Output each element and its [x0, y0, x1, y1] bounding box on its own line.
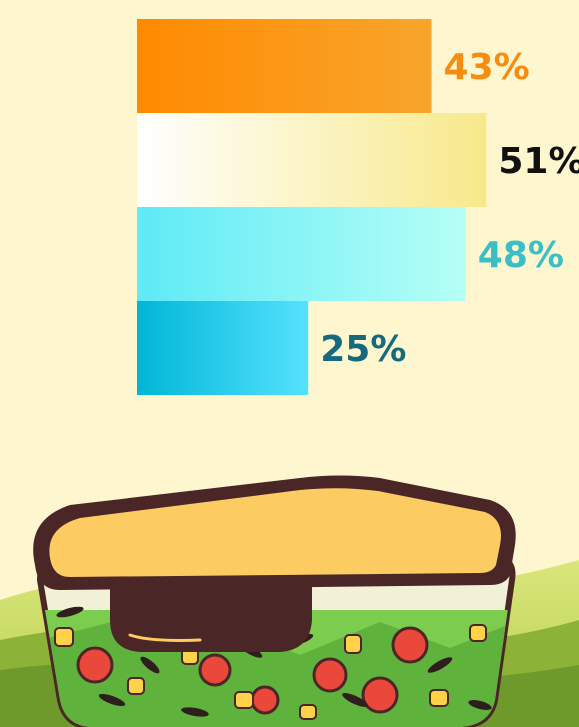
bar-value-label-4: 25%	[320, 329, 406, 370]
salad-lunch-box-illustration	[0, 475, 579, 727]
bar-1	[137, 19, 432, 113]
lid-clip	[110, 580, 312, 652]
bar-value-label-3: 48%	[478, 235, 564, 276]
bar-value-label-2: 51%	[498, 141, 579, 182]
bar-value-label-1: 43%	[444, 47, 530, 88]
lunch-box-lid	[33, 475, 516, 652]
value-labels-group: 43% 51% 48% 25%	[320, 47, 579, 370]
corn-icon	[54, 624, 487, 720]
bar-chart: 43% 51% 48% 25%	[137, 19, 579, 395]
bar-3	[137, 207, 466, 301]
bar-4	[137, 301, 309, 395]
bar-2	[137, 113, 487, 207]
tomato-icon	[76, 626, 429, 715]
bars-group	[137, 19, 487, 395]
